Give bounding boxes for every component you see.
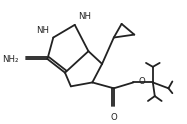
Text: O: O — [138, 77, 145, 86]
Text: O: O — [110, 113, 117, 122]
Text: NH: NH — [36, 26, 49, 35]
Text: NH₂: NH₂ — [3, 55, 19, 63]
Text: NH: NH — [78, 12, 91, 21]
